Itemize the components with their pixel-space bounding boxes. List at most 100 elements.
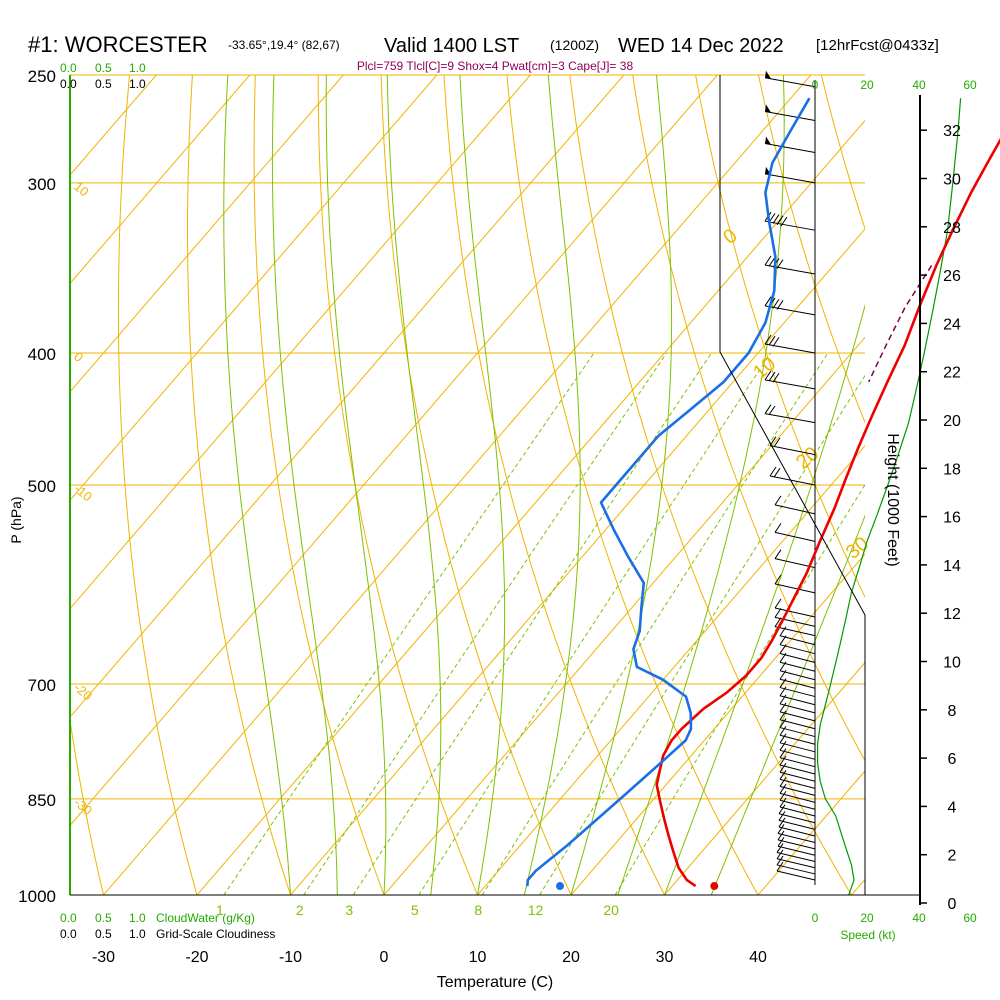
wind-barb-shaft: [776, 858, 816, 869]
height-tick-30: 30: [943, 172, 961, 189]
wind-barb-flag: [778, 811, 786, 821]
wind-barb-shaft: [779, 703, 816, 714]
wind-barb-flag: [778, 817, 786, 828]
wind-barb-flag: [772, 372, 780, 383]
wind-barb-flag: [764, 370, 772, 381]
wind-barb-flag: [779, 770, 787, 780]
wind-barb-flag: [779, 755, 787, 766]
isotherm--20: [196, 119, 865, 895]
mixing-ratio-1: [223, 352, 595, 895]
wind-barb: [779, 790, 816, 810]
wind-barb: [764, 166, 816, 184]
wind-barb: [778, 811, 816, 830]
wind-barb-shaft: [776, 864, 816, 875]
dry-adiabat-40: [506, 75, 759, 895]
wind-barb: [779, 686, 816, 706]
temp-tick-40: 40: [749, 949, 767, 966]
wind-speed-axis-top: 0 20 40 60: [812, 78, 977, 92]
cloudwater-label: CloudWater (g/Kg): [156, 911, 255, 925]
wind-barb: [777, 836, 816, 856]
dry-adiabat-50: [569, 75, 852, 895]
height-tick-20: 20: [943, 413, 961, 430]
dry-adiabat-label-0: 0: [719, 225, 742, 249]
wind-barb: [776, 843, 816, 863]
wind-barb-flag: [773, 437, 781, 448]
wind-barb-flag: [768, 371, 776, 382]
wind-barb: [779, 762, 816, 782]
wind-barb: [776, 855, 816, 875]
surface-temperature-dot: [710, 882, 719, 891]
wind-barb-pennant: [765, 136, 771, 145]
moist-adiabat-0: [325, 75, 387, 895]
isobar-lines: [70, 74, 865, 896]
wind-barb-shaft: [779, 778, 816, 789]
wind-barb-flag: [778, 804, 786, 815]
wind-barb: [774, 608, 816, 627]
wind-barb-shaft: [779, 771, 816, 782]
moist-adiabat-15: [523, 75, 581, 895]
wind-barb-shaft: [778, 819, 816, 830]
isotherm--70: [70, 75, 438, 502]
height-tick-22: 22: [943, 365, 961, 382]
isotherm-10: [477, 444, 865, 895]
isotherm-label-0: 0: [71, 349, 86, 365]
wind-barb-shaft: [777, 845, 816, 856]
wind-barb: [778, 804, 816, 824]
wind-barb-flag: [779, 784, 787, 794]
wind-barb-shaft: [779, 711, 816, 722]
dry-adiabat-70: [695, 75, 865, 599]
wind-barb-flag: [772, 337, 780, 347]
speed-top-60: 60: [963, 78, 977, 92]
wind-barb-shaft: [779, 695, 816, 706]
speed-bot-40: 40: [912, 911, 926, 925]
dry-adiabat-20: [380, 75, 572, 895]
wind-barb-shaft: [769, 475, 816, 486]
wind-barb-flag: [774, 523, 782, 533]
wind-barb: [764, 211, 816, 231]
station-title: #1: WORCESTER: [28, 32, 208, 57]
wind-barb-shaft: [779, 806, 816, 817]
wind-barb-flag: [768, 256, 776, 267]
wind-barb: [764, 334, 816, 354]
mixing-ratio-label-2: 2: [296, 902, 304, 918]
height-tick-18: 18: [943, 461, 961, 478]
wind-barb-flag: [776, 300, 784, 310]
wind-barb: [779, 725, 816, 745]
dewpoint-line: [526, 97, 811, 887]
x-axis-title: Temperature (C): [437, 974, 553, 991]
wind-barb-flag: [764, 334, 772, 345]
dry-adiabat-10: [317, 75, 478, 895]
height-tick-8: 8: [948, 703, 957, 720]
height-tick-14: 14: [943, 558, 961, 575]
wind-barb-shaft: [779, 653, 816, 663]
pressure-tick-700: 700: [28, 676, 56, 695]
mixing-ratio-label-3: 3: [345, 902, 353, 918]
pressure-tick-400: 400: [28, 345, 56, 364]
wind-barb-flag: [779, 790, 787, 801]
dry-adiabat-30: [443, 75, 665, 895]
wind-barb-shaft: [776, 870, 816, 881]
wind-barb: [764, 370, 816, 390]
wind-barb: [774, 574, 816, 594]
dry-adiabat-60: [632, 75, 865, 762]
wind-barb-flag: [776, 861, 784, 872]
cloud-top-black-2: 1.0: [129, 77, 146, 91]
wind-barb-flag: [779, 725, 787, 736]
wind-barb-shaft: [779, 727, 816, 738]
height-tick-26: 26: [943, 268, 961, 285]
isotherm--60: [70, 75, 531, 610]
wind-barb-shaft: [764, 111, 816, 122]
wind-barb-shaft: [764, 220, 816, 231]
zulu-time: (1200Z): [550, 37, 599, 53]
wind-barb-flag: [776, 843, 784, 853]
pressure-tick-1000: 1000: [18, 887, 56, 906]
wind-barb-shaft: [778, 813, 816, 824]
wind-barb-shaft: [779, 757, 816, 768]
temperature-line: [655, 137, 1000, 888]
wind-barb: [777, 824, 816, 843]
wind-barb-shaft: [774, 626, 816, 637]
wind-speed-axis-bottom: 0 20 40 60 Speed (kt): [812, 911, 977, 942]
wind-barb: [779, 626, 816, 646]
wind-barb: [779, 748, 816, 768]
